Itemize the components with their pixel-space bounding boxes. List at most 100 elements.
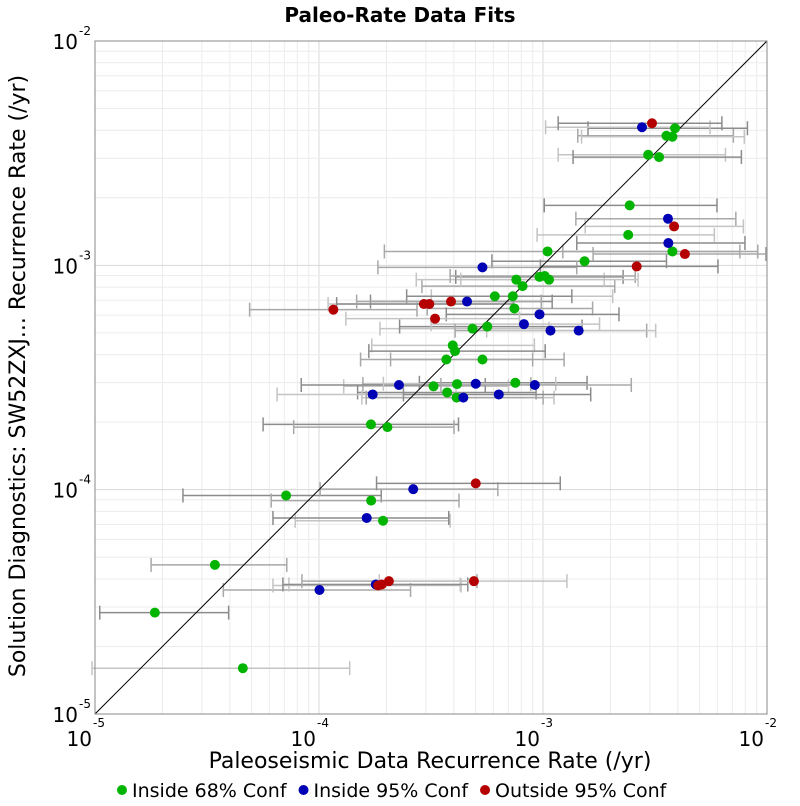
x-tick-base: 10	[67, 727, 92, 751]
y-tick-exponent: -2	[79, 24, 91, 38]
legend-item: Inside 68% Conf	[117, 780, 288, 802]
data-point	[477, 262, 488, 273]
y-tick-exponent: -4	[79, 473, 91, 487]
x-tick-exponent: -3	[541, 716, 553, 730]
data-point	[542, 246, 553, 257]
legend-marker	[117, 785, 127, 795]
legend-label: Inside 95% Conf	[314, 780, 470, 802]
y-axis-ticks: 10-510-410-310-2	[53, 24, 91, 727]
data-point	[511, 274, 522, 285]
data-point	[509, 303, 520, 314]
data-point	[383, 576, 394, 587]
data-point	[149, 607, 160, 618]
data-point	[667, 131, 678, 142]
y-tick-base: 10	[53, 703, 78, 727]
x-tick-base: 10	[291, 727, 316, 751]
data-point	[424, 299, 435, 310]
legend-item: Outside 95% Conf	[480, 780, 668, 802]
data-point	[209, 559, 220, 570]
data-point	[442, 387, 453, 398]
data-point	[468, 576, 479, 587]
data-point	[654, 152, 665, 163]
data-point	[662, 213, 673, 224]
data-point	[378, 515, 389, 526]
data-point	[507, 291, 518, 302]
y-tick-exponent: -5	[79, 697, 91, 711]
y-axis-label: Solution Diagnostics: SW52ZXJ... Recurre…	[6, 75, 31, 677]
data-point	[408, 484, 419, 495]
legend: Inside 68% Conf Inside 95% Conf Outside 95…	[117, 780, 668, 802]
y-tick-label: 10 -4	[53, 473, 91, 503]
data-point	[579, 256, 590, 267]
data-point	[477, 354, 488, 365]
x-tick-label: 10-5	[67, 716, 105, 751]
data-point	[445, 296, 456, 307]
legend-item: Inside 95% Conf	[298, 780, 470, 802]
data-point	[669, 221, 680, 232]
data-point	[281, 490, 292, 501]
data-point	[441, 354, 452, 365]
data-point	[667, 246, 678, 257]
data-point	[529, 379, 540, 390]
x-tick-exponent: -2	[765, 716, 777, 730]
legend-marker	[298, 785, 309, 795]
data-point	[482, 321, 493, 332]
data-point	[643, 149, 654, 160]
data-point	[365, 419, 376, 430]
x-tick-base: 10	[515, 727, 540, 751]
y-tick-label: 10 -2	[53, 24, 91, 54]
data-point	[489, 291, 500, 302]
data-point	[382, 422, 393, 433]
y-tick-exponent: -3	[79, 248, 91, 262]
plot-area	[91, 40, 768, 715]
plot-border	[94, 40, 768, 715]
data-point	[328, 304, 339, 315]
y-tick-label: 10 -3	[53, 248, 91, 278]
y-tick-base: 10	[53, 30, 78, 54]
data-point	[670, 123, 681, 134]
x-tick-exponent: -4	[317, 716, 329, 730]
legend-label: Inside 68% Conf	[132, 780, 288, 802]
data-point	[470, 478, 481, 489]
data-point	[679, 249, 690, 260]
data-point	[428, 381, 439, 392]
data-point	[637, 122, 648, 133]
data-point	[663, 238, 674, 249]
x-axis-label: Paleoseismic Data Recurrence Rate (/yr)	[209, 749, 652, 774]
data-point	[518, 319, 529, 330]
data-point	[430, 313, 441, 324]
y-tick-label: 10 -5	[53, 697, 91, 727]
reference-line	[94, 40, 768, 715]
y-tick-base: 10	[53, 479, 78, 503]
data-point	[624, 200, 635, 211]
x-tick-exponent: -5	[93, 716, 105, 730]
data-point	[517, 281, 528, 292]
data-point	[361, 512, 372, 523]
y-tick-base: 10	[53, 254, 78, 278]
x-tick-label: 10-3	[515, 716, 553, 751]
data-point	[367, 389, 378, 400]
chart-title: Paleo-Rate Data Fits	[284, 3, 515, 27]
data-point	[573, 325, 584, 336]
legend-marker	[480, 785, 491, 795]
data-point	[467, 323, 478, 334]
data-point	[631, 261, 642, 272]
data-point	[452, 379, 463, 390]
data-point	[493, 389, 504, 400]
data-point	[510, 377, 521, 388]
data-point	[545, 325, 556, 336]
x-axis-ticks: 10-510-410-310-2	[67, 716, 777, 751]
data-point	[544, 274, 555, 285]
data-point	[647, 118, 658, 129]
data-point	[534, 309, 545, 320]
data-point	[237, 663, 248, 674]
data-point	[623, 229, 634, 240]
data-point	[462, 296, 473, 307]
x-tick-base: 10	[739, 727, 764, 751]
x-tick-label: 10-2	[739, 716, 777, 751]
data-point	[314, 585, 325, 596]
data-point	[470, 378, 481, 389]
data-points	[149, 118, 690, 674]
legend-label: Outside 95% Conf	[495, 780, 668, 802]
